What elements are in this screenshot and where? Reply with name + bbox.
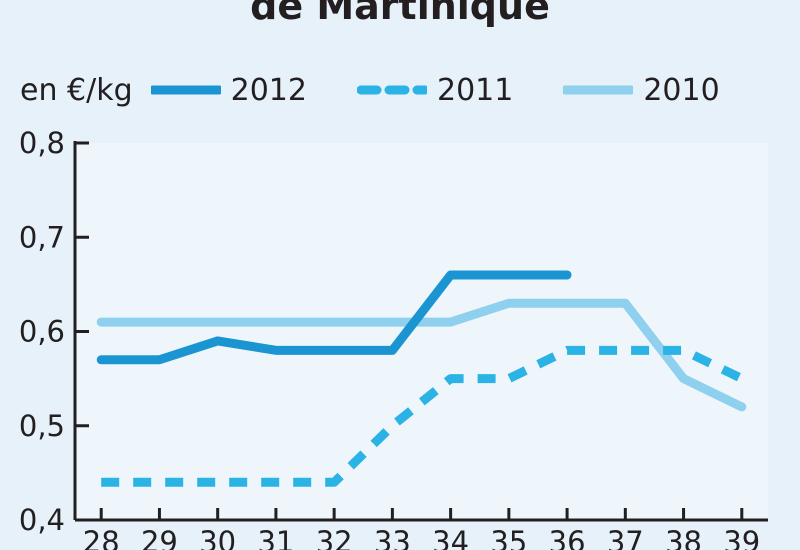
x-tick-label: 29	[141, 525, 178, 550]
x-tick-label: 34	[432, 525, 469, 550]
series-line-2010	[96, 298, 747, 412]
y-tick-label: 0,5	[19, 409, 65, 443]
legend-label-2010: 2010	[643, 72, 720, 108]
x-tick-label: 28	[83, 525, 120, 550]
y-tick-label: 0,7	[19, 220, 65, 254]
plot-area	[75, 143, 768, 520]
legend-swatch-2011	[356, 85, 427, 95]
x-tick-label: 36	[549, 525, 586, 550]
y-tick-label: 0,8	[19, 126, 65, 160]
x-tick-label: 33	[374, 525, 411, 550]
legend-swatch-2012	[150, 85, 221, 95]
x-tick-label: 35	[490, 525, 527, 550]
legend-item-2012: 2012	[150, 72, 307, 108]
x-tick-label: 38	[665, 525, 702, 550]
y-tick-label: 0,6	[19, 315, 65, 349]
series-line-2012	[96, 270, 572, 365]
series-line-2011	[101, 345, 744, 487]
legend-item-2011: 2011	[356, 72, 514, 108]
legend: en €/kg 2012 2011 2010	[20, 68, 770, 112]
legend-swatch-2010	[563, 85, 634, 95]
x-tick-label: 39	[723, 525, 760, 550]
legend-label-2012: 2012	[230, 72, 307, 108]
x-tick-label: 32	[316, 525, 353, 550]
x-tick-label: 30	[199, 525, 236, 550]
x-tick-label: 31	[257, 525, 294, 550]
legend-item-2010: 2010	[563, 72, 720, 108]
chart-title: de Martinique	[250, 0, 550, 28]
y-tick-label: 0,4	[19, 503, 65, 537]
unit-label: en €/kg	[20, 72, 133, 108]
legend-label-2011: 2011	[436, 72, 514, 108]
x-tick-label: 37	[607, 525, 644, 550]
